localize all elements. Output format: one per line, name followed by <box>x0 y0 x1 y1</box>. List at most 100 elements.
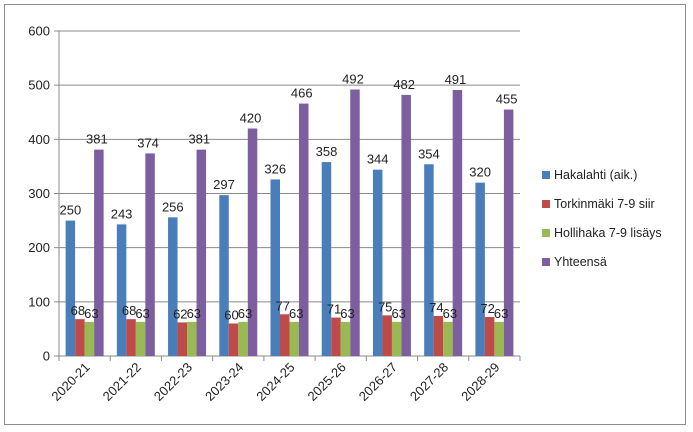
bar <box>452 90 463 357</box>
bar <box>289 321 299 356</box>
data-label: 62 <box>173 306 187 321</box>
y-tick-label: 400 <box>28 132 50 147</box>
data-label: 250 <box>60 203 82 218</box>
bar <box>75 319 85 356</box>
data-label: 60 <box>224 308 238 323</box>
bar <box>494 321 504 356</box>
bar <box>372 169 383 356</box>
bar <box>270 179 280 356</box>
bar <box>424 164 434 356</box>
legend-swatch <box>542 200 550 208</box>
legend-label: Hollihaka 7-9 lisäys <box>554 226 662 240</box>
data-label: 72 <box>480 301 494 316</box>
legend-swatch <box>542 258 550 266</box>
data-label: 63 <box>289 306 303 321</box>
bar <box>135 321 146 356</box>
data-label: 358 <box>316 144 338 159</box>
y-tick-label: 200 <box>28 240 50 255</box>
data-label: 455 <box>496 92 518 107</box>
bar <box>247 128 258 356</box>
bar <box>116 224 127 356</box>
bar <box>299 103 309 356</box>
bar <box>145 153 155 356</box>
bar <box>219 195 229 356</box>
bar <box>475 182 485 356</box>
bar <box>443 321 453 356</box>
data-label: 297 <box>213 177 235 192</box>
bar <box>321 162 332 356</box>
legend: Hakalahti (aik.) Torkinmäki 7-9 siir Holli… <box>542 168 662 269</box>
y-tick-label: 300 <box>28 186 50 201</box>
x-tick-label: 2023-24 <box>202 360 246 404</box>
bar <box>503 109 514 357</box>
x-tick-label: 2026-27 <box>356 360 400 404</box>
data-label: 381 <box>86 132 108 147</box>
data-label: 243 <box>111 206 133 221</box>
data-label: 492 <box>342 72 364 87</box>
y-tick-label: 600 <box>28 24 50 39</box>
bar <box>177 322 188 356</box>
data-label: 63 <box>340 306 354 321</box>
bar <box>168 217 178 356</box>
data-label: 381 <box>188 132 210 147</box>
data-label: 491 <box>445 72 467 87</box>
bar <box>401 94 411 357</box>
x-tick-label: 2025-26 <box>304 360 348 404</box>
data-label: 374 <box>137 135 159 150</box>
legend-swatch <box>542 229 550 237</box>
data-label: 68 <box>122 303 136 318</box>
bar <box>331 317 341 356</box>
bars <box>65 89 514 357</box>
bar <box>187 321 197 356</box>
data-label: 63 <box>135 306 149 321</box>
data-label: 74 <box>429 300 443 315</box>
bar <box>340 321 351 356</box>
x-tick-label: 2024-25 <box>253 360 297 404</box>
y-tick-label: 500 <box>28 78 50 93</box>
bar <box>391 321 402 356</box>
data-label: 482 <box>393 77 415 92</box>
bar <box>126 319 136 356</box>
legend-label: Yhteensä <box>554 255 607 269</box>
bar <box>350 89 360 356</box>
data-label: 63 <box>187 306 201 321</box>
data-label: 344 <box>367 152 389 167</box>
data-label: 75 <box>378 299 392 314</box>
bar <box>382 315 392 356</box>
chart-frame: 0 100 200 300 400 500 600 2020-21 2021-22 2022-23… <box>4 4 686 425</box>
bar <box>484 317 495 356</box>
data-label: 466 <box>291 86 313 101</box>
legend-label: Torkinmäki 7-9 siir <box>554 197 655 211</box>
legend-swatch <box>542 171 550 179</box>
bar <box>65 220 76 356</box>
bar <box>280 314 290 356</box>
data-label: 256 <box>162 199 184 214</box>
x-tick-label: 2028-29 <box>458 360 502 404</box>
data-label: 354 <box>418 146 440 161</box>
bar <box>433 315 444 356</box>
legend-label: Hakalahti (aik.) <box>554 168 637 182</box>
bar <box>196 149 207 356</box>
data-label: 71 <box>327 302 341 317</box>
y-tick-label: 0 <box>43 349 50 364</box>
x-tick-label: 2021-22 <box>100 360 144 404</box>
data-label: 420 <box>240 111 262 126</box>
y-tick-label: 100 <box>28 294 50 309</box>
data-label: 63 <box>238 306 252 321</box>
bar <box>84 321 95 356</box>
data-label: 63 <box>391 306 405 321</box>
data-label: 68 <box>71 303 85 318</box>
gridlines <box>59 30 520 303</box>
bar-chart: 0 100 200 300 400 500 600 2020-21 2021-22 2022-23… <box>28 24 662 404</box>
x-tick-label: 2022-23 <box>151 360 195 404</box>
x-tick-label: 2020-21 <box>48 360 92 404</box>
data-label: 63 <box>494 306 508 321</box>
x-tick-label: 2027-28 <box>407 360 451 404</box>
data-label: 77 <box>276 298 290 313</box>
bar <box>238 321 248 356</box>
data-label: 63 <box>443 306 457 321</box>
data-label: 326 <box>264 161 286 176</box>
bar <box>228 323 239 356</box>
data-label: 320 <box>469 165 491 180</box>
